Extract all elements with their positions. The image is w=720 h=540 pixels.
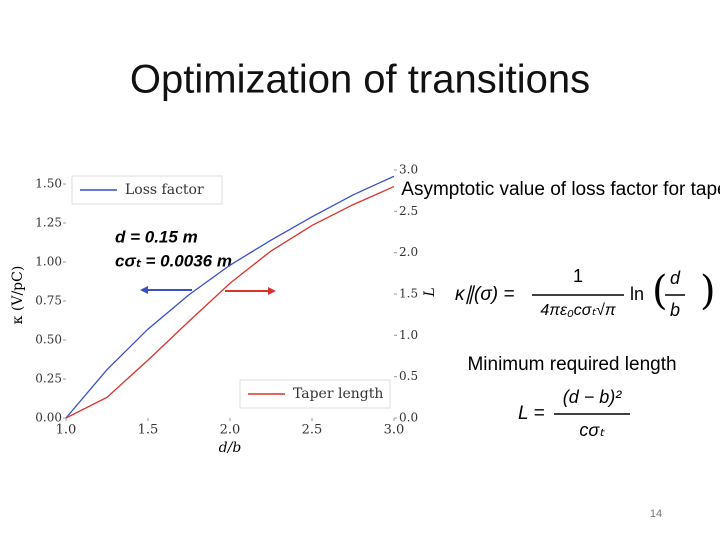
y2-tick-label: 1.5	[399, 287, 418, 301]
y2-tick-label: 0.0	[399, 411, 418, 425]
x-tick-label: 2.5	[302, 423, 323, 438]
note-heading: Asymptotic value of loss factor for tape…	[401, 179, 720, 200]
formula: d	[670, 268, 681, 288]
note-heading: Minimum required length	[467, 354, 676, 375]
x-tick-label: 2.0	[220, 423, 241, 438]
slide-title: Optimization of transitions	[130, 58, 590, 102]
formula: cσₜ	[579, 420, 605, 440]
formula: (d − b)²	[563, 387, 623, 407]
y-tick-label: 1.00	[35, 255, 62, 269]
y-tick-label: 0.75	[35, 294, 62, 308]
formula: 1	[573, 266, 583, 286]
series-line	[65, 185, 395, 419]
formula: ln	[630, 284, 644, 304]
x-tick-label: 1.0	[56, 423, 77, 438]
annotation: d = 0.15 m	[115, 227, 198, 246]
legend-box	[239, 379, 391, 409]
y-tick-label: 0.50	[35, 333, 62, 347]
x-axis-label: d/b	[219, 440, 242, 456]
paren: (	[652, 268, 668, 314]
legend-label: Taper length	[293, 386, 383, 402]
y-tick-label: 1.50	[35, 177, 62, 191]
y-axis-label: κ (V/pC)	[10, 266, 26, 325]
arrowhead	[268, 287, 276, 295]
note-heading-text: Asymptotic value of loss factor for tape…	[401, 179, 720, 200]
legend-label: Loss factor	[125, 182, 204, 198]
x-tick-label: 1.5	[138, 423, 159, 438]
page-number: 14	[650, 508, 662, 520]
x-tick-label: 3.0	[384, 423, 405, 438]
annotation: cσₜ = 0.0036 m	[115, 251, 232, 270]
y2-tick-label: 2.0	[399, 245, 418, 259]
formula: 4πε₀cσₜ√π	[540, 302, 616, 319]
y-tick-label: 0.00	[35, 411, 62, 425]
series-line	[65, 175, 395, 419]
y-tick-label: 0.25	[35, 372, 62, 386]
y2-tick-label: 1.0	[399, 328, 418, 342]
y2-tick-label: 0.5	[399, 369, 418, 383]
y2-axis-label: L	[422, 287, 438, 297]
formula: κ∥(σ) =	[455, 284, 515, 305]
arrowhead	[140, 286, 148, 294]
y2-tick-label: 3.0	[399, 163, 418, 177]
y-tick-label: 1.25	[35, 216, 62, 230]
y2-tick-label: 2.5	[399, 204, 418, 218]
paren: )	[700, 268, 716, 314]
formula: L =	[518, 403, 545, 424]
formula: b	[670, 300, 680, 320]
